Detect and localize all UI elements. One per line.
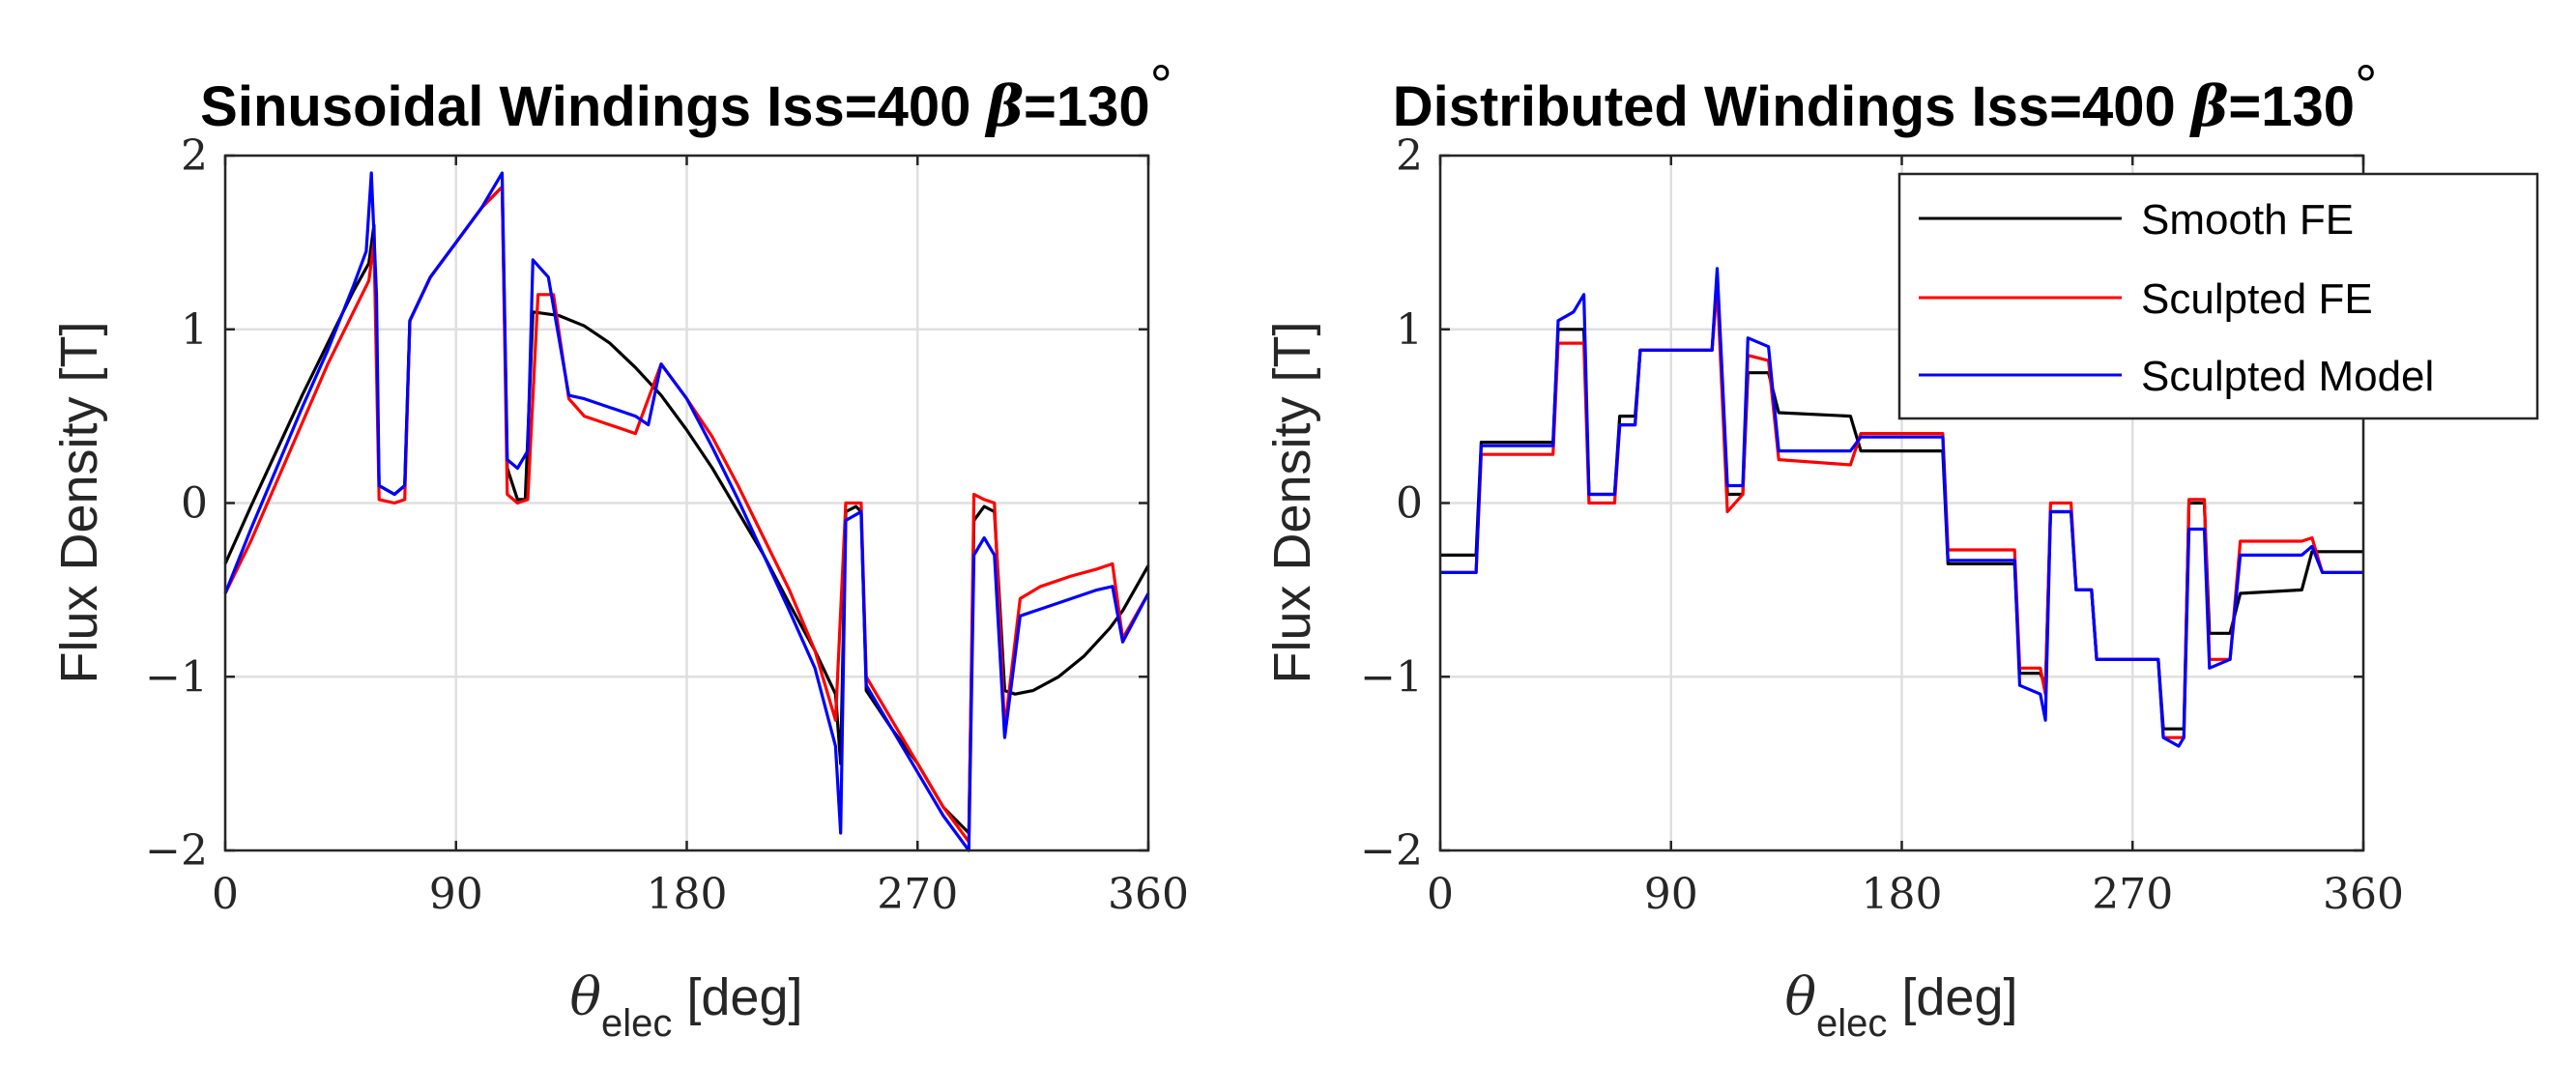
legend-label-sculpted-fe: Sculpted FE (2141, 275, 2373, 323)
theta-symbol: θ (569, 966, 601, 1027)
x-tick-label: 360 (2323, 870, 2404, 919)
beta-symbol: β (2189, 73, 2229, 139)
y-axis-label-right: Flux Density [T] (1263, 321, 1321, 683)
x-tick-label: 270 (2092, 870, 2173, 919)
legend: Smooth FE Sculpted FE Sculpted Model (1897, 172, 2539, 420)
y-tick-label: 2 (1396, 131, 1423, 181)
subplot-left: 0 90 180 270 360 −2 −1 0 1 2 Sinusoidal Windings … (50, 54, 1189, 1045)
legend-box (1897, 172, 2539, 420)
x-tick-label: 0 (212, 870, 239, 919)
x-tick-label: 90 (1644, 870, 1698, 919)
chart-title-left: Sinusoidal Windings Iss=400 β=130° (200, 54, 1172, 139)
y-axis-label-left: Flux Density [T] (50, 321, 108, 683)
y-tick-label: 0 (1396, 479, 1423, 529)
y-tick-label: 0 (181, 479, 208, 529)
theta-symbol: θ (1784, 966, 1816, 1027)
y-tick-label: 2 (181, 131, 208, 181)
series-lines-right (1440, 267, 2363, 748)
ticks-left: 0 90 180 270 360 −2 −1 0 1 2 (145, 131, 1189, 919)
series-lines-left (223, 171, 1150, 852)
beta-symbol: β (984, 73, 1024, 139)
subplot-right: 0 90 180 270 360 −2 −1 0 1 2 Distributed Windings… (1263, 54, 2539, 1045)
y-tick-label: 1 (181, 305, 208, 355)
x-axis-label-right: θelec [deg] (1784, 966, 2017, 1045)
x-tick-label: 180 (647, 870, 728, 919)
degree-symbol: ° (2355, 54, 2377, 117)
y-tick-label: −2 (145, 826, 208, 876)
x-tick-label: 180 (1862, 870, 1943, 919)
legend-label-smooth-fe: Smooth FE (2141, 196, 2354, 244)
x-tick-label: 0 (1427, 870, 1454, 919)
x-tick-label: 90 (429, 870, 483, 919)
y-tick-label: −2 (1360, 826, 1423, 876)
y-tick-label: −1 (145, 652, 208, 702)
x-axis-label-left: θelec [deg] (569, 966, 802, 1045)
ticks-right: 0 90 180 270 360 −2 −1 0 1 2 (1360, 131, 2404, 919)
y-tick-label: −1 (1360, 652, 1423, 702)
series-line-sculpted-model (1440, 267, 2363, 748)
legend-label-sculpted-model: Sculpted Model (2141, 353, 2434, 400)
series-line-sculpted-model (223, 171, 1150, 852)
chart-title-right: Distributed Windings Iss=400 β=130° (1393, 54, 2378, 139)
x-tick-label: 360 (1108, 870, 1189, 919)
y-tick-label: 1 (1396, 305, 1423, 355)
x-tick-label: 270 (877, 870, 958, 919)
degree-symbol: ° (1150, 54, 1172, 117)
